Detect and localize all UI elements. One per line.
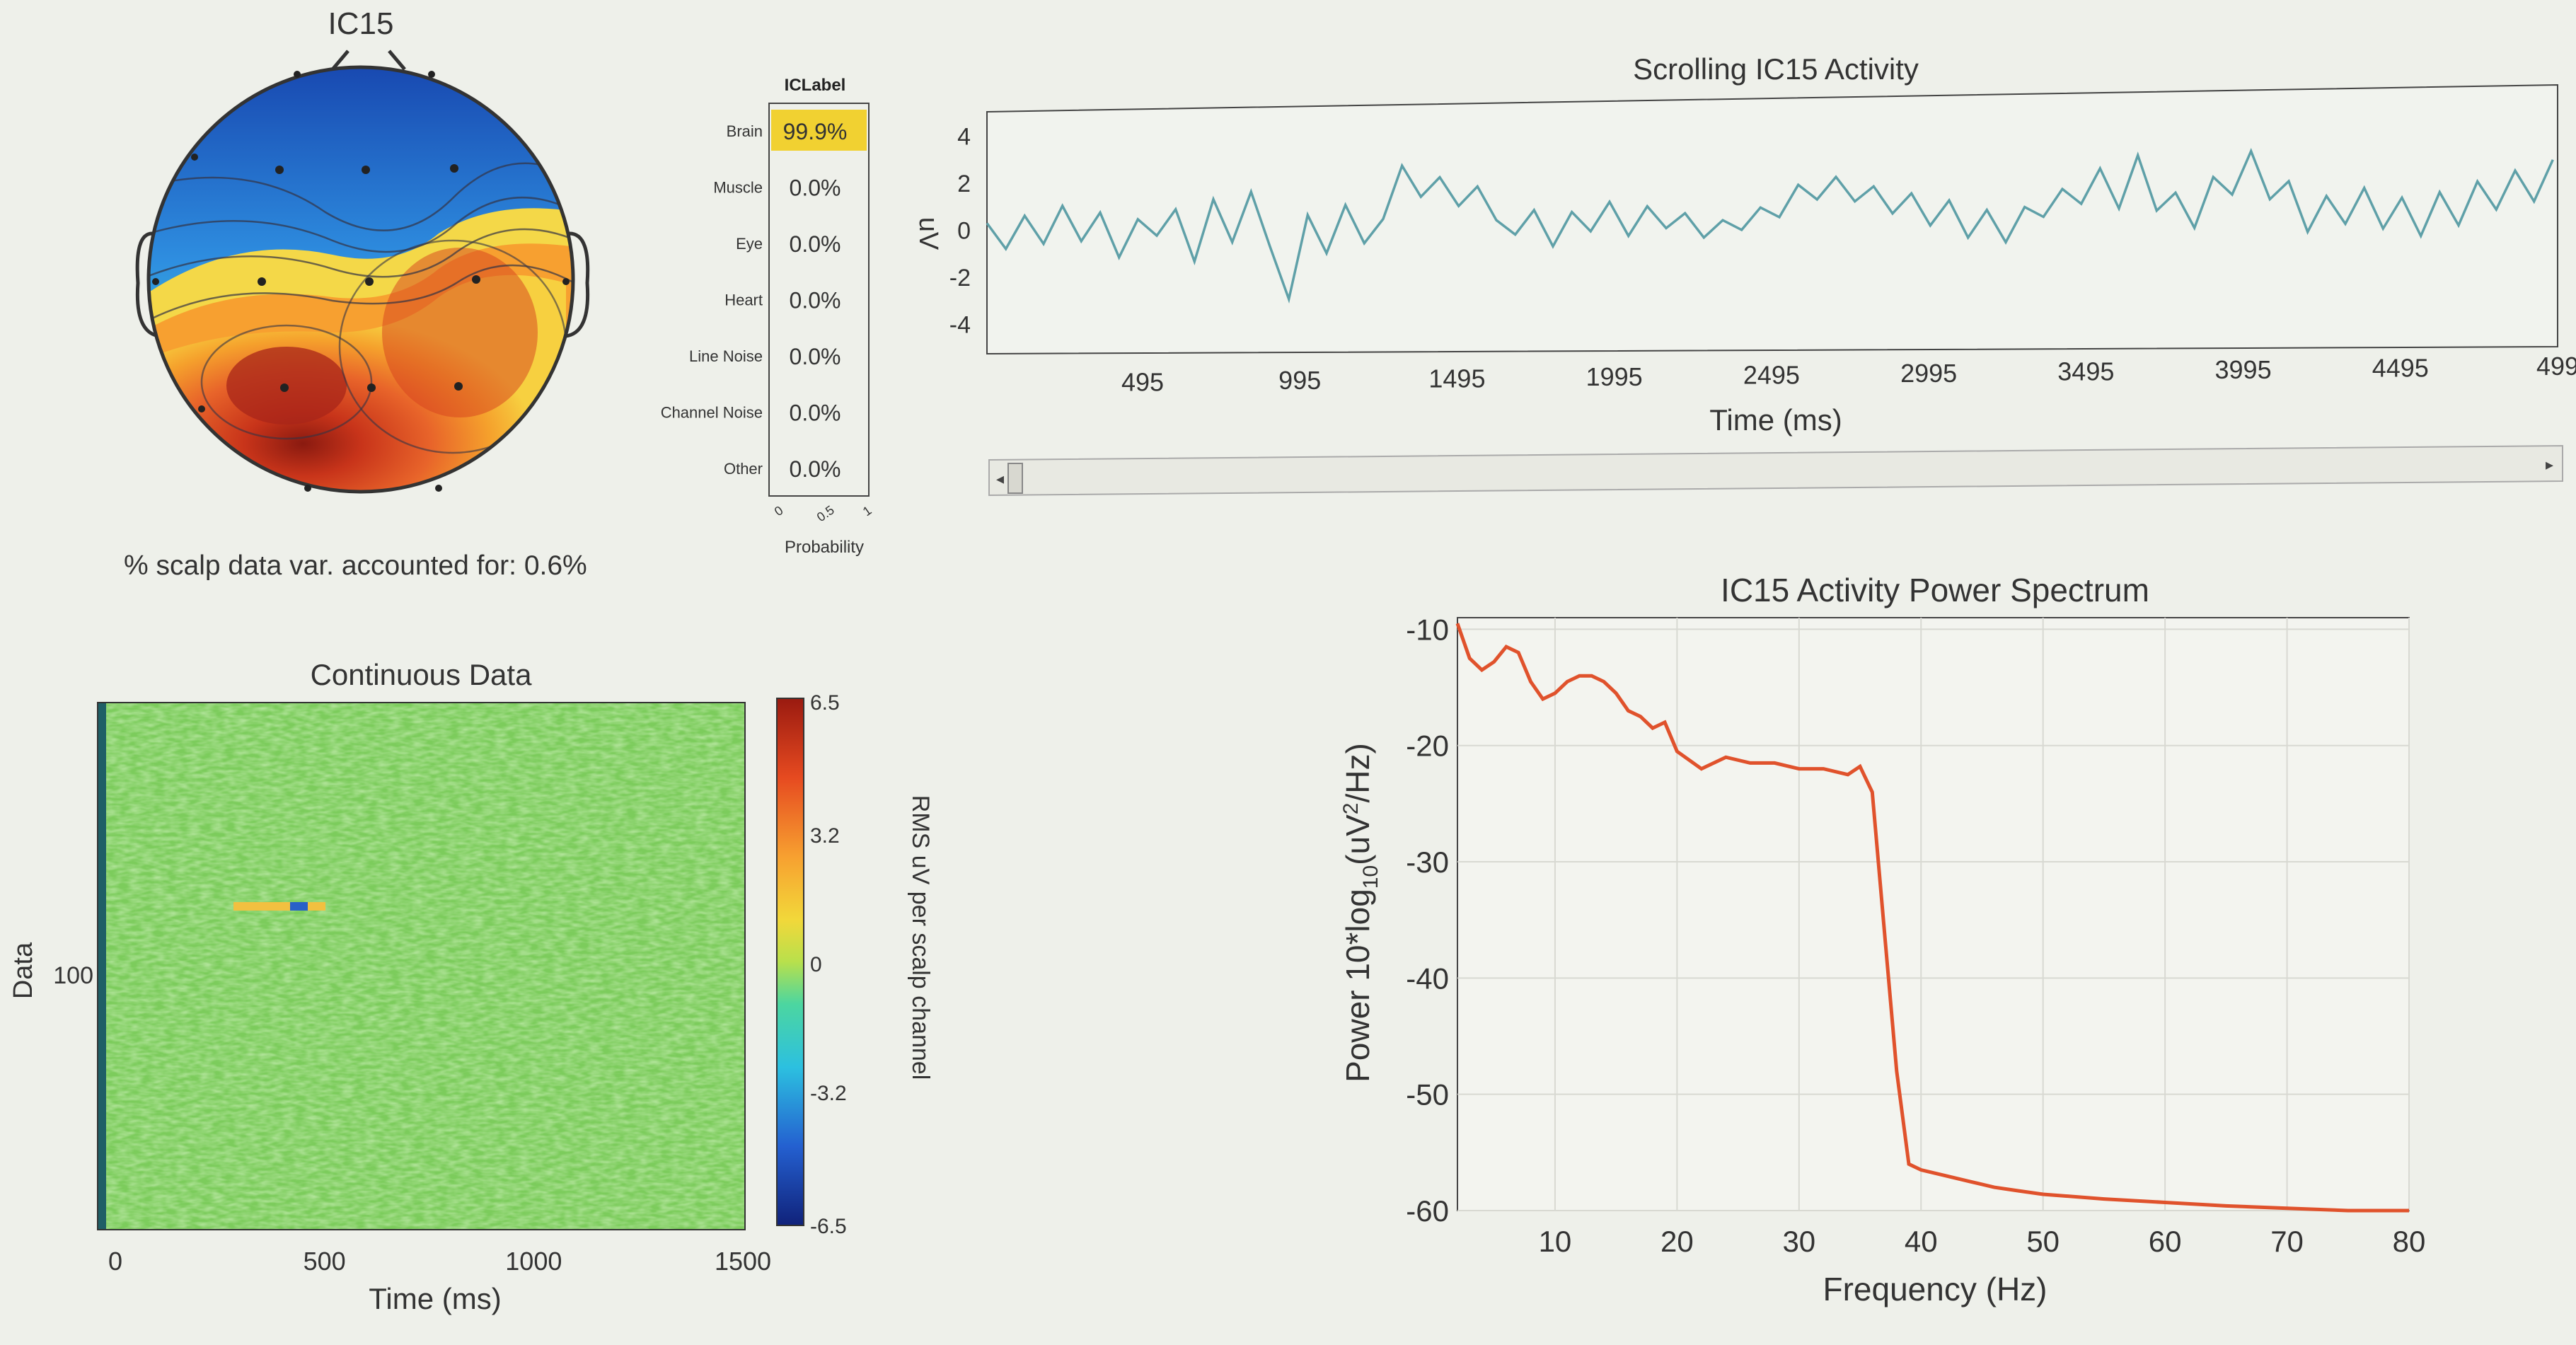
scrolling-xtick: 2995 — [1900, 359, 1957, 388]
scrolling-xtick: 2495 — [1743, 361, 1800, 390]
spectrum-series-line — [1455, 623, 2409, 1213]
scrolling-xtick: 995 — [1278, 366, 1321, 395]
scrollbar-thumb[interactable] — [1007, 463, 1023, 494]
scrolling-xtick: 3995 — [2215, 355, 2272, 384]
colorbar-label: RMS uV per scalp channel — [907, 795, 934, 1080]
spectrum-panel: IC15 Activity Power Spectrum -10 -20 -30 -4… — [1339, 572, 2425, 1308]
colorbar-tick: 0 — [810, 953, 822, 976]
scrolling-panel: Scrolling IC15 Activity uV 4 2 0 -2 -4 495 99… — [913, 52, 2576, 497]
spectrum-ytick: -30 — [1406, 845, 1449, 879]
erpimage-ytick-100: 100 — [53, 962, 93, 989]
electrode-markers — [152, 71, 570, 492]
iclabel-xtick-0: 0 — [772, 503, 786, 519]
spectrum-xtick: 50 — [2026, 1225, 2060, 1258]
erpimage-title: Continuous Data — [311, 658, 533, 691]
scrolling-xtick: 4495 — [2372, 354, 2429, 383]
scrolling-xlabel: Time (ms) — [1709, 403, 1842, 437]
iclabel-xtick-1: 0.5 — [814, 503, 837, 525]
colorbar-tick: 6.5 — [810, 691, 840, 715]
spectrum-ytick: -50 — [1406, 1078, 1449, 1112]
iclabel-xlabel: Probability — [785, 538, 864, 557]
iclabel-category-label: Muscle — [713, 179, 763, 197]
erpimage-left-edge — [98, 703, 106, 1230]
erpimage-xlabel: Time (ms) — [369, 1282, 501, 1315]
scrolling-ytick: -2 — [949, 265, 971, 291]
iclabel-xtick-2: 1 — [860, 503, 874, 519]
iclabel-category-value: 0.0% — [790, 400, 841, 426]
spectrum-xlabel: Frequency (Hz) — [1823, 1271, 2047, 1308]
colorbar-tick: -6.5 — [810, 1215, 847, 1238]
colorbar — [776, 698, 804, 1226]
colorbar-tick: 3.2 — [810, 824, 840, 848]
iclabel-category-value: 0.0% — [790, 175, 841, 201]
iclabel-category-value: 99.9% — [783, 119, 848, 144]
scroll-left-arrow-icon[interactable]: ◂ — [996, 470, 1004, 487]
scrolling-axes-box — [986, 83, 2558, 355]
erpimage-xtick: 500 — [304, 1247, 346, 1276]
colorbar-tick: -3.2 — [810, 1082, 847, 1105]
scrollbar[interactable]: ◂ ▸ — [988, 444, 2563, 497]
iclabel-category-value: 0.0% — [790, 344, 841, 369]
erpimage-xtick: 1000 — [505, 1247, 562, 1276]
iclabel-category-label: Eye — [736, 235, 763, 253]
spectrum-xtick: 40 — [1905, 1225, 1938, 1258]
iclabel-category-label: Brain — [727, 122, 763, 140]
iclabel-category-value: 0.0% — [790, 231, 841, 257]
erpimage-ylabel: Data — [8, 942, 38, 999]
iclabel-axes-box — [768, 103, 870, 497]
scrolling-xtick: 495 — [1121, 368, 1164, 397]
scrolling-series-line — [986, 148, 2554, 304]
erpimage-axes-box — [97, 702, 746, 1230]
iclabel-category-label: Other — [724, 460, 763, 478]
scrolling-xtick: 3495 — [2057, 357, 2114, 386]
iclabel-panel: ICLabel Brain 99.9% Muscle 0.0% Eye 0.0% Heart… — [661, 76, 874, 557]
spectrum-axes-box — [1457, 617, 2410, 1211]
erpimage-panel: Continuous Data Data 100 0 500 1000 1500 Ti… — [8, 658, 934, 1315]
spectrum-grid — [1457, 618, 2410, 1211]
spectrum-xtick: 30 — [1782, 1225, 1815, 1258]
iclabel-category-value: 0.0% — [790, 456, 841, 482]
scrolling-ytick: 4 — [957, 124, 971, 151]
head-outline — [146, 65, 575, 494]
scrolling-title: Scrolling IC15 Activity — [1633, 52, 1919, 86]
topo-title: IC15 — [328, 6, 394, 41]
scrolling-xtick: 1495 — [1428, 364, 1485, 393]
right-ear-icon — [565, 231, 590, 338]
scrolling-xtick: 1995 — [1586, 362, 1643, 391]
scrolling-xtick: 499 — [2536, 352, 2576, 381]
iclabel-bar-0 — [771, 110, 867, 151]
iclabel-title: ICLabel — [785, 76, 846, 95]
topo-map: IC15 % scalp data var. account — [124, 6, 590, 581]
scrolling-ytick: 0 — [957, 218, 971, 245]
nose-icon — [331, 50, 406, 71]
erpimage-heatmap-texture — [98, 703, 745, 1230]
erpimage-xtick: 1500 — [715, 1247, 771, 1276]
spectrum-title: IC15 Activity Power Spectrum — [1721, 572, 2149, 608]
spectrum-ytick: -20 — [1406, 729, 1449, 763]
iclabel-category-value: 0.0% — [790, 288, 841, 313]
scroll-right-arrow-icon[interactable]: ▸ — [2546, 456, 2553, 473]
variance-text: % scalp data var. accounted for: 0.6% — [124, 550, 587, 581]
spectrum-xtick: 70 — [2270, 1225, 2304, 1258]
iclabel-category-label: Channel Noise — [661, 404, 763, 422]
left-ear-icon — [135, 231, 160, 338]
spectrum-ylabel: Power 10*log10(uV2/Hz) — [1339, 743, 1382, 1083]
spectrum-xtick: 60 — [2149, 1225, 2182, 1258]
iclabel-category-label: Heart — [724, 291, 763, 309]
spectrum-ytick: -40 — [1406, 962, 1449, 995]
spectrum-ytick: -60 — [1406, 1194, 1449, 1228]
topo-scalp-surface — [149, 67, 573, 492]
spectrum-xtick: 80 — [2393, 1225, 2426, 1258]
erpimage-artifact-band — [233, 902, 325, 911]
erpimage-xtick: 0 — [108, 1247, 122, 1276]
erpimage-artifact-blob — [290, 902, 308, 911]
scrolling-ytick: 2 — [957, 171, 971, 197]
spectrum-xtick: 10 — [1539, 1225, 1572, 1258]
iclabel-category-label: Line Noise — [689, 347, 763, 365]
scrolling-ytick: -4 — [949, 311, 971, 338]
spectrum-ytick: -10 — [1406, 613, 1449, 646]
spectrum-xtick: 20 — [1660, 1225, 1694, 1258]
scrolling-ylabel: uV — [913, 217, 943, 250]
